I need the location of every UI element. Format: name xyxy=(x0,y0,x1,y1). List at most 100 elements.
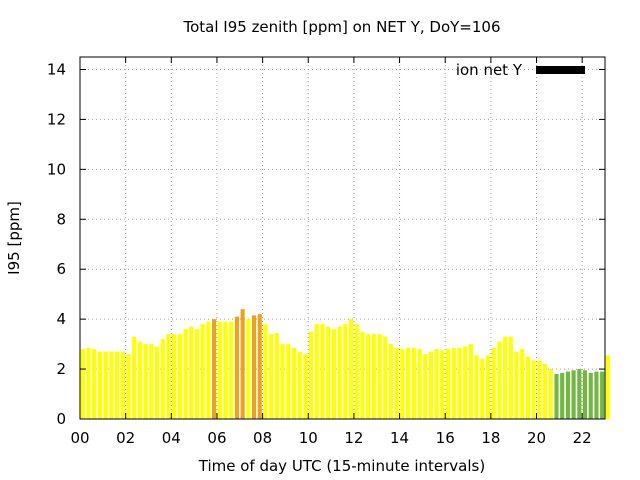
bar xyxy=(428,351,434,419)
bar xyxy=(600,371,605,419)
bar xyxy=(525,356,531,419)
bar xyxy=(446,349,451,419)
bar xyxy=(240,309,245,419)
legend: ion net Y xyxy=(456,61,585,79)
bar xyxy=(411,347,416,419)
bar xyxy=(234,316,239,419)
y-tick-label: 2 xyxy=(56,360,66,378)
bar xyxy=(97,351,103,419)
bar xyxy=(463,346,468,419)
bar xyxy=(194,329,200,419)
bar xyxy=(503,336,508,419)
bar xyxy=(251,315,257,419)
bar xyxy=(360,331,365,419)
bar xyxy=(480,359,485,419)
bar xyxy=(366,334,371,419)
bar xyxy=(520,349,525,419)
bar xyxy=(80,349,85,419)
bar xyxy=(257,314,262,419)
x-tick-label: 08 xyxy=(253,429,272,447)
bar xyxy=(451,347,456,419)
bar xyxy=(229,321,234,419)
bar xyxy=(92,349,97,419)
bar xyxy=(280,344,285,419)
bar xyxy=(354,324,359,419)
bar xyxy=(206,321,211,419)
bar xyxy=(394,347,399,419)
bar xyxy=(588,372,593,419)
bar xyxy=(183,329,188,419)
axis-ticks xyxy=(79,57,605,420)
x-tick-label: 22 xyxy=(573,429,592,447)
bar xyxy=(537,360,542,419)
y-tick-labels: 0 2 4 6 8 10 12 14 xyxy=(47,60,66,428)
x-tick-label: 10 xyxy=(299,429,318,447)
chart-title: Total I95 zenith [ppm] on NET Y, DoY=106 xyxy=(182,18,500,36)
bar xyxy=(331,329,336,419)
legend-swatch xyxy=(536,66,585,74)
bar xyxy=(497,341,502,419)
bar xyxy=(406,347,411,419)
bar xyxy=(543,364,548,419)
bar xyxy=(269,334,274,419)
bar xyxy=(286,344,291,419)
bar xyxy=(337,326,342,419)
bar xyxy=(514,351,519,419)
bar xyxy=(565,371,570,419)
bar-series xyxy=(80,309,610,419)
bar xyxy=(303,354,308,419)
x-tick-label: 00 xyxy=(70,429,89,447)
bar xyxy=(172,334,177,419)
bar xyxy=(120,351,125,419)
x-tick-label: 02 xyxy=(116,429,135,447)
y-tick-label: 14 xyxy=(47,60,66,78)
x-tick-label: 14 xyxy=(390,429,409,447)
bar xyxy=(166,334,171,419)
bar xyxy=(126,354,131,419)
bar xyxy=(377,334,382,419)
bar xyxy=(154,346,160,419)
x-tick-label: 06 xyxy=(207,429,226,447)
bar xyxy=(548,369,553,419)
bar xyxy=(474,355,479,419)
bar xyxy=(160,339,165,419)
bar xyxy=(560,372,565,419)
bar xyxy=(343,324,348,419)
bar xyxy=(263,324,268,419)
grid-lines xyxy=(80,57,605,419)
bar xyxy=(177,334,182,419)
y-tick-label: 6 xyxy=(56,260,66,278)
bar xyxy=(223,321,228,419)
bar xyxy=(109,351,114,419)
bar xyxy=(417,349,422,419)
plot-frame xyxy=(79,56,606,420)
bar xyxy=(326,326,331,419)
bar xyxy=(605,355,610,419)
bar xyxy=(388,344,394,419)
bar xyxy=(491,347,496,419)
bar xyxy=(571,370,576,419)
bar xyxy=(297,351,302,419)
y-tick-label: 0 xyxy=(56,410,66,428)
bar xyxy=(508,336,513,419)
bar xyxy=(577,369,582,419)
bar xyxy=(440,350,445,419)
bar xyxy=(115,351,120,419)
bar xyxy=(485,355,491,419)
bar xyxy=(349,319,354,419)
x-tick-label: 04 xyxy=(162,429,181,447)
bar xyxy=(143,344,148,419)
bar xyxy=(531,360,536,419)
x-tick-label: 12 xyxy=(344,429,363,447)
bar xyxy=(320,324,325,419)
bar xyxy=(423,354,428,419)
bar xyxy=(582,370,588,419)
bar xyxy=(137,341,142,419)
y-tick-label: 8 xyxy=(56,210,66,228)
bar xyxy=(274,332,279,419)
bar xyxy=(434,349,439,419)
y-tick-label: 12 xyxy=(47,110,66,128)
bar xyxy=(149,344,154,419)
bar xyxy=(86,347,91,419)
